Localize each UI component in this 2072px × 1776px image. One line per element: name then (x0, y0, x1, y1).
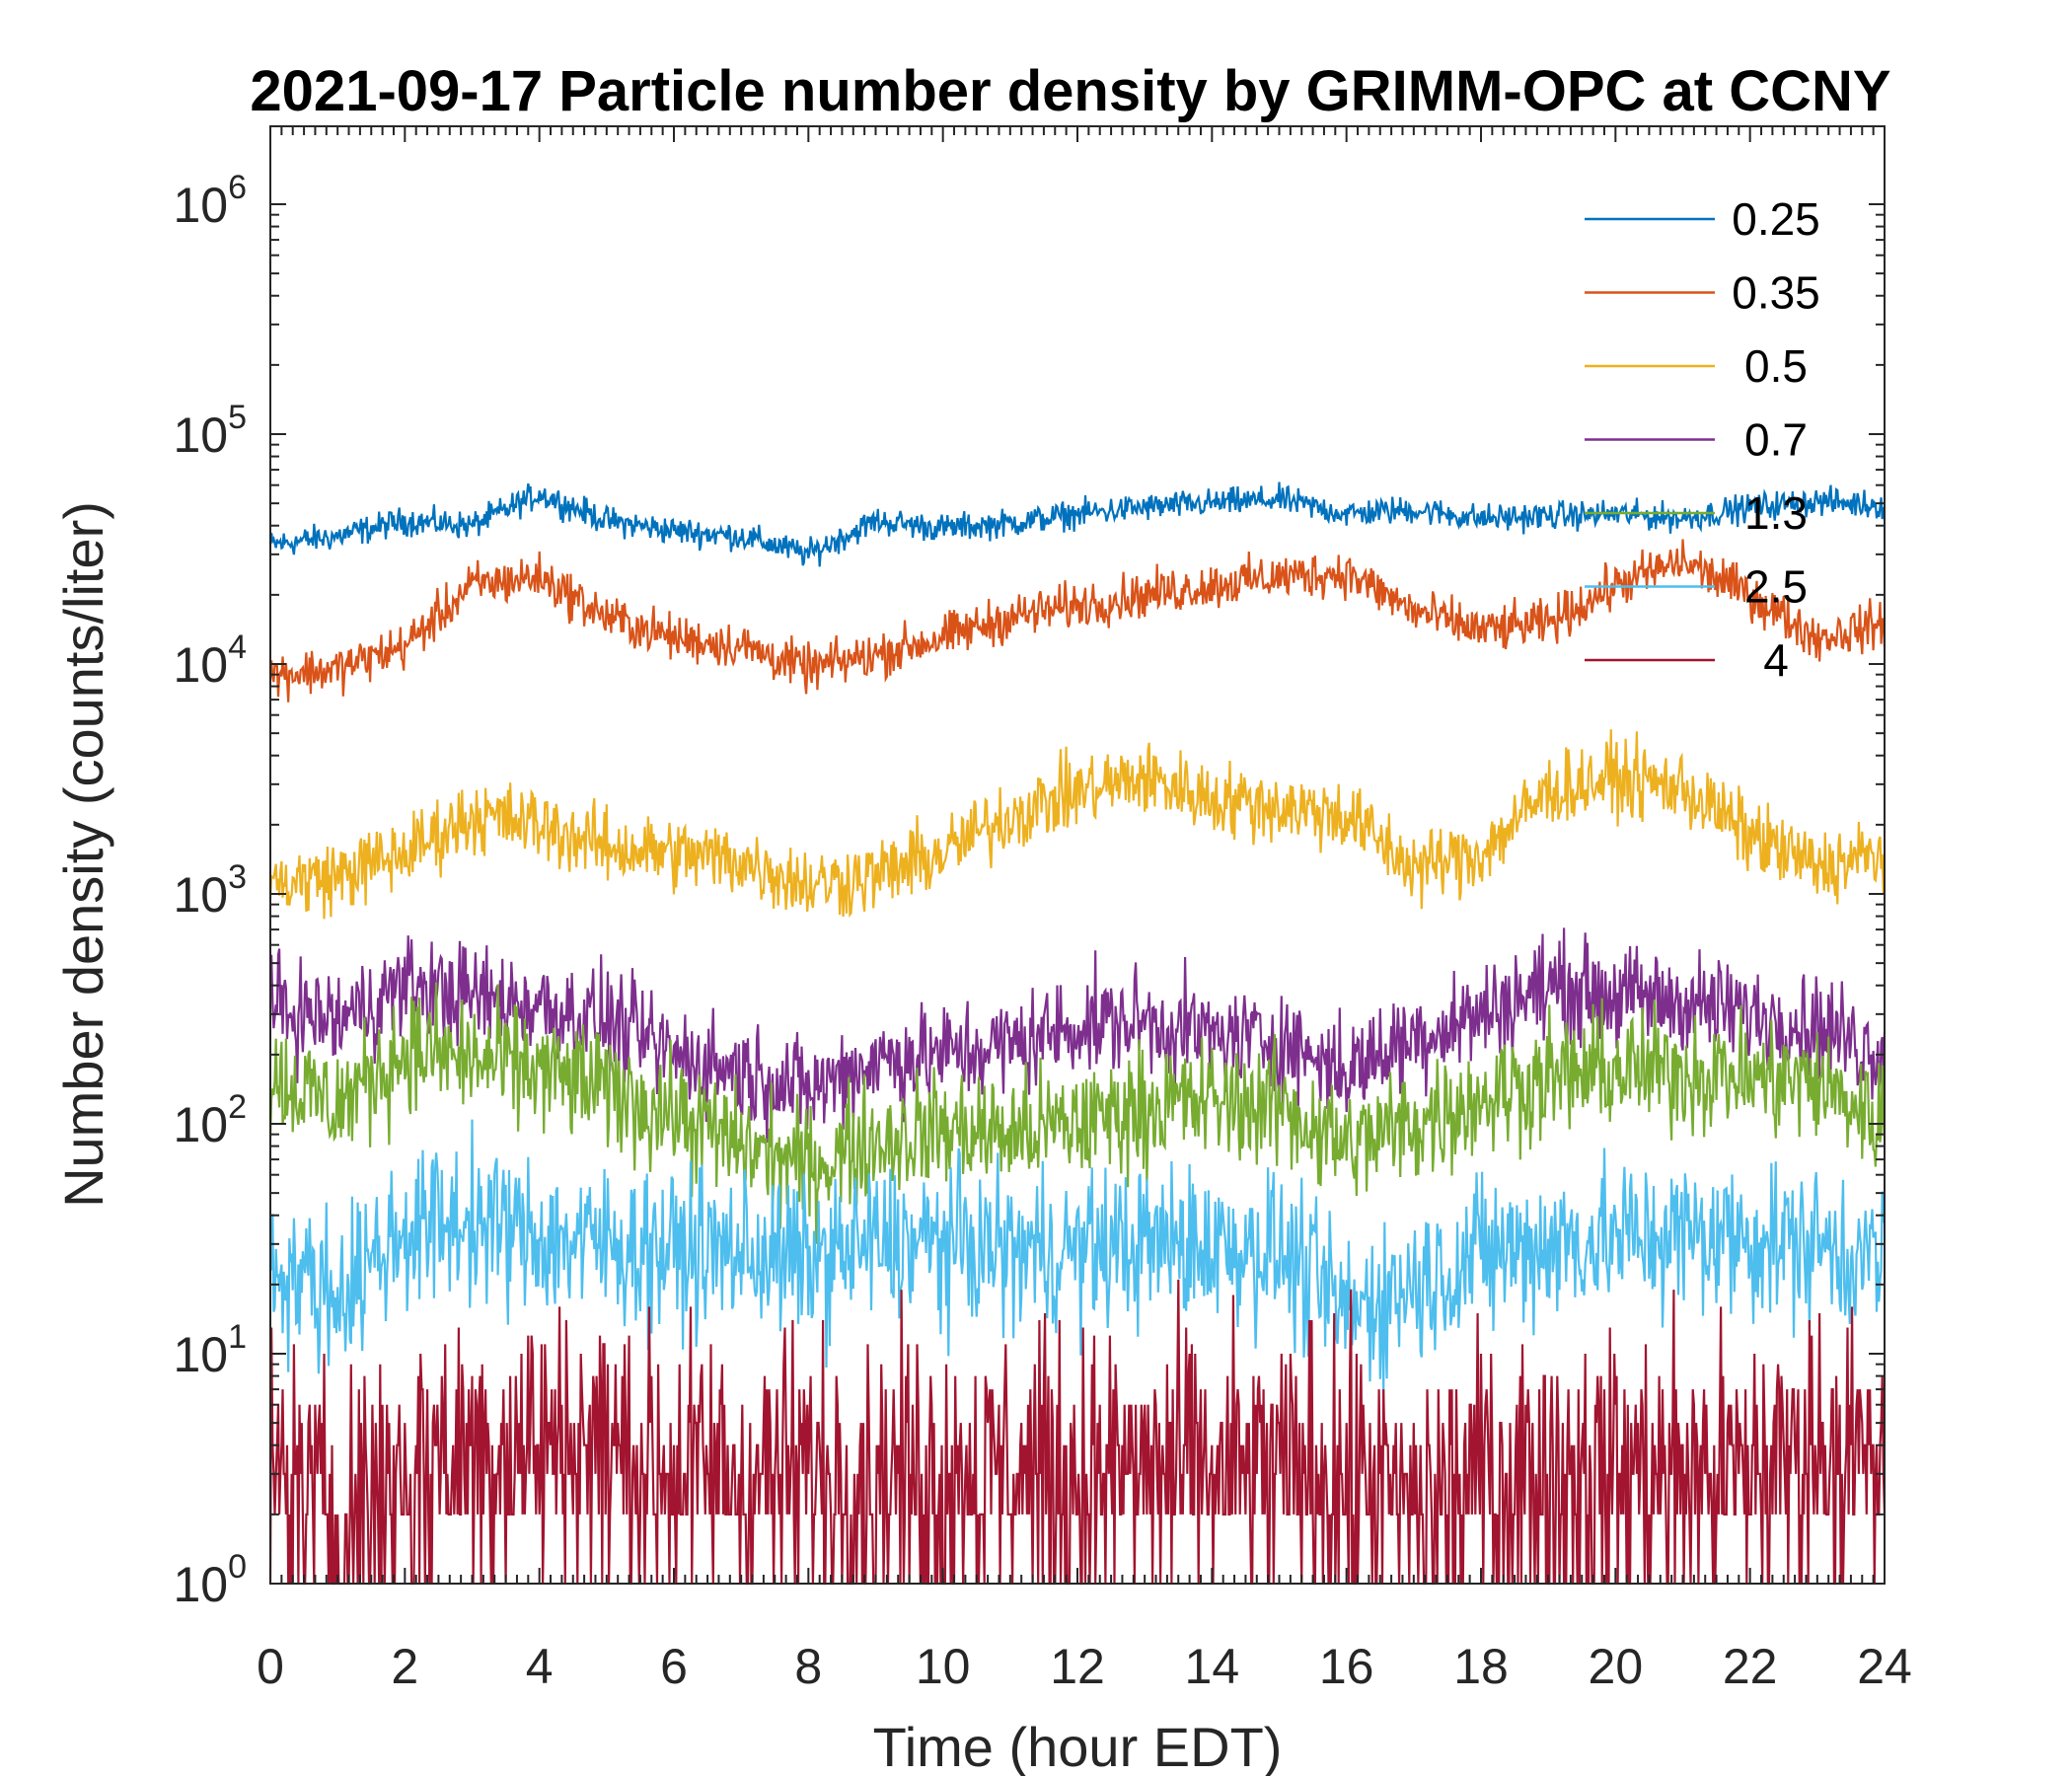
x-tick-label: 4 (526, 1639, 554, 1694)
y-tick-base: 10 (173, 1097, 228, 1152)
y-tick-base: 10 (173, 1557, 228, 1612)
y-tick-label: 104 (173, 629, 247, 693)
x-tick-label: 14 (1185, 1639, 1240, 1694)
y-tick-exponent: 6 (228, 169, 247, 206)
legend-label-4: 1.3 (1744, 487, 1808, 539)
x-ticks: 0 2 4 6 8 10 12 14 16 18 20 22 24 (257, 126, 1912, 1694)
legend-label-2: 0.5 (1744, 340, 1808, 392)
series-line-3 (268, 927, 1887, 1144)
y-tick-exponent: 3 (228, 858, 247, 896)
y-tick-exponent: 0 (228, 1548, 247, 1586)
y-tick-exponent: 2 (228, 1088, 247, 1126)
y-tick-base: 10 (173, 1327, 228, 1382)
series-line-6 (268, 1279, 1887, 1586)
series-line-4 (268, 982, 1887, 1244)
legend-label-5: 2.5 (1744, 561, 1808, 613)
x-tick-label: 16 (1319, 1639, 1374, 1694)
y-tick-base: 10 (173, 867, 228, 923)
series-line-1 (268, 539, 1887, 703)
series-line-5 (268, 1119, 1886, 1397)
legend: 0.25 0.35 0.5 0.7 1.3 2.5 4 (1585, 193, 1820, 686)
x-tick-label: 6 (660, 1639, 688, 1694)
y-tick-exponent: 1 (228, 1318, 247, 1356)
x-axis-label: Time (hour EDT) (873, 1716, 1283, 1776)
series-layer (268, 481, 1887, 1586)
y-tick-label: 101 (173, 1318, 247, 1382)
y-tick-exponent: 4 (228, 629, 247, 666)
y-tick-label: 100 (173, 1548, 247, 1612)
chart-title: 2021-09-17 Particle number density by GR… (250, 59, 1890, 123)
y-tick-base: 10 (173, 407, 228, 463)
y-tick-label: 102 (173, 1088, 247, 1152)
x-tick-label: 2 (391, 1639, 418, 1694)
x-tick-label: 10 (916, 1639, 971, 1694)
x-tick-label: 18 (1453, 1639, 1509, 1694)
legend-label-6: 4 (1763, 634, 1789, 686)
x-tick-label: 0 (257, 1639, 284, 1694)
y-tick-label: 105 (173, 399, 247, 463)
legend-label-3: 0.7 (1744, 414, 1808, 466)
series-line-0 (268, 481, 1886, 567)
y-tick-exponent: 5 (228, 399, 247, 436)
y-axis-label: Number density (counts/liter) (52, 501, 114, 1208)
y-tick-base: 10 (173, 637, 228, 693)
x-tick-label: 8 (794, 1639, 822, 1694)
x-tick-label: 24 (1857, 1639, 1912, 1694)
y-tick-label: 106 (173, 169, 247, 233)
y-tick-base: 10 (173, 178, 228, 233)
series-line-2 (268, 729, 1887, 920)
legend-label-0: 0.25 (1732, 193, 1820, 245)
x-tick-label: 20 (1589, 1639, 1644, 1694)
legend-label-1: 0.35 (1732, 267, 1820, 319)
x-tick-label: 12 (1050, 1639, 1105, 1694)
x-tick-label: 22 (1723, 1639, 1778, 1694)
y-tick-label: 103 (173, 858, 247, 923)
